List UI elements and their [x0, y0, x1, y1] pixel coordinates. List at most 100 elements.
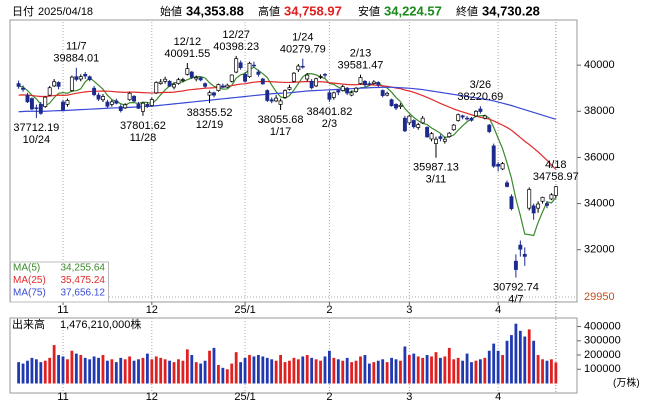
volume-bar — [230, 363, 234, 384]
candle-body — [194, 77, 199, 80]
volume-bar — [554, 362, 558, 384]
volume-bar — [372, 362, 376, 384]
volume-bar — [208, 350, 211, 384]
volume-bar — [319, 360, 322, 384]
volume-bar — [150, 359, 154, 384]
header: 日付 2025/04/18 始値 34,353.88 高値 34,758.97 … — [12, 3, 540, 18]
volume-bar — [106, 360, 109, 384]
candle-body — [74, 76, 79, 80]
candle-body — [260, 78, 265, 85]
volume-bar — [168, 360, 171, 384]
volume-bar — [456, 357, 460, 384]
candle-body — [185, 68, 190, 75]
y-tick-label: 100000 — [584, 363, 621, 375]
candle-body — [87, 76, 92, 81]
volume-bar — [301, 356, 305, 384]
volume-bar — [17, 362, 21, 384]
volume-bar — [239, 362, 243, 384]
volume-bar — [510, 335, 513, 384]
volume-bar — [48, 357, 52, 384]
x-tick-label: 4 — [495, 304, 501, 316]
candle-body — [425, 127, 430, 138]
candle-body — [47, 87, 52, 96]
legend-name: MA(25) — [13, 275, 46, 286]
candle-body — [394, 104, 398, 109]
candle-body — [323, 74, 327, 76]
volume-bar — [265, 357, 269, 384]
candle-body — [318, 76, 323, 78]
candle-body — [189, 71, 194, 78]
candle-body — [398, 104, 403, 108]
x-tick-label: 3 — [406, 304, 412, 316]
y-min-label: 29950 — [584, 291, 615, 303]
y-tick-label: 400000 — [584, 320, 621, 332]
candle-body — [451, 124, 456, 131]
volume-bar — [61, 356, 65, 384]
candle-body — [482, 115, 487, 119]
volume-bar — [399, 360, 402, 384]
candle-body — [513, 260, 518, 270]
volume-bar — [270, 359, 274, 384]
candle-body — [389, 99, 394, 107]
y-tick-label: 32000 — [584, 244, 615, 256]
candle-body — [127, 92, 132, 101]
candle-body — [145, 104, 150, 107]
volume-unit: (万株) — [613, 376, 640, 389]
volume-bar — [177, 359, 180, 384]
volume-bar — [305, 355, 309, 384]
candle-body — [491, 145, 496, 167]
candle-body — [371, 81, 376, 84]
volume-bar — [97, 357, 100, 384]
x-tick-label: 2 — [326, 391, 332, 403]
volume-bar — [145, 353, 149, 384]
annotation-date: 12/12 — [174, 36, 202, 48]
x-tick-label: 25/1 — [234, 391, 255, 403]
volume-bar — [119, 357, 123, 384]
volume-bar — [185, 349, 189, 384]
candle-body — [536, 203, 541, 209]
candle-body — [234, 58, 239, 73]
candle-body — [540, 196, 545, 202]
volume-bar — [328, 350, 331, 384]
candle-body — [96, 94, 101, 100]
candle-body — [136, 104, 141, 109]
volume-bar — [430, 356, 433, 384]
volume-bar — [30, 357, 34, 384]
candle-body — [101, 96, 105, 101]
candle-body — [43, 96, 48, 108]
volume-bar — [385, 362, 389, 384]
candle-body — [269, 99, 274, 102]
volume-label: 出来高 — [12, 317, 45, 331]
candle-body — [314, 78, 319, 87]
candle-body — [149, 99, 154, 106]
candle-body — [283, 90, 287, 98]
candle-body — [278, 100, 283, 105]
volume-bar — [310, 357, 314, 384]
header-label: 高値 — [258, 4, 280, 18]
annotation-date: 12/27 — [222, 29, 250, 41]
annotation-value: 34758.97 — [533, 171, 579, 183]
legend-value: 37,656.12 — [61, 288, 106, 299]
candle-body — [553, 186, 558, 196]
candle-body — [61, 101, 65, 111]
candle-body — [172, 84, 176, 88]
candle-body — [473, 110, 478, 117]
candle-body — [220, 85, 225, 88]
y-tick-label: 36000 — [584, 151, 615, 163]
candle-body — [78, 76, 83, 80]
candle-body — [336, 90, 341, 93]
annotation-value: 39884.01 — [53, 53, 99, 65]
volume-bar — [274, 360, 278, 384]
volume-bar — [452, 359, 456, 384]
candle-body — [238, 62, 243, 69]
candle-body — [527, 189, 532, 209]
annotation-date: 3/11 — [426, 174, 447, 186]
annotation-value: 30792.74 — [493, 281, 539, 293]
volume-bar — [26, 360, 29, 384]
volume-bar — [541, 359, 544, 384]
candle-body — [469, 117, 474, 121]
legend-value: 35,475.24 — [61, 275, 106, 286]
candle-body — [154, 82, 159, 94]
volume-bar — [523, 336, 527, 384]
annotation-date: 1/17 — [270, 126, 291, 138]
